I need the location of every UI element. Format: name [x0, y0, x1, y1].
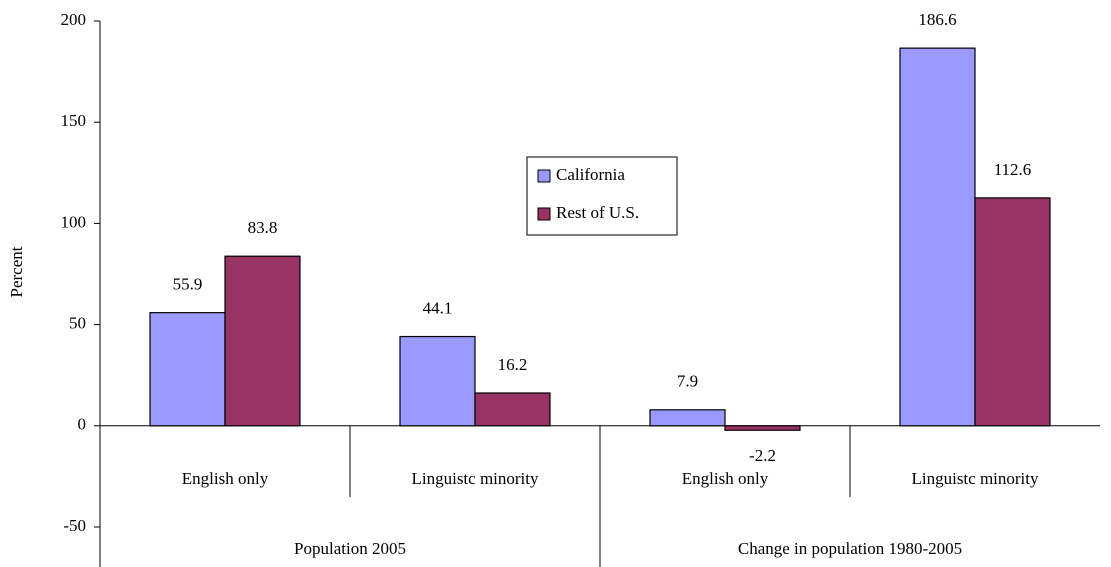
legend-label: California — [556, 165, 625, 184]
group-label: Change in population 1980-2005 — [738, 539, 962, 558]
bar — [899, 47, 976, 427]
value-label: 55.9 — [173, 275, 203, 294]
bar — [149, 312, 226, 427]
legend-label: Rest of U.S. — [556, 203, 639, 222]
bar — [224, 255, 301, 427]
y-axis-label: Percent — [7, 246, 26, 297]
bar — [399, 335, 476, 427]
value-label: 7.9 — [677, 372, 698, 391]
x-tick-label: Linguistc minority — [411, 469, 539, 488]
legend-swatch — [537, 207, 551, 221]
group-label: Population 2005 — [294, 539, 406, 558]
y-tick-label: -50 — [63, 516, 86, 535]
x-tick-label: English only — [682, 469, 769, 488]
y-tick-label: 100 — [61, 212, 87, 231]
y-tick-label: 0 — [78, 415, 87, 434]
value-label: 186.6 — [918, 10, 956, 29]
value-label: 112.6 — [994, 160, 1032, 179]
bar — [724, 425, 801, 431]
legend-swatch — [537, 169, 551, 183]
bar — [649, 409, 726, 427]
y-tick-label: 200 — [61, 10, 87, 29]
x-tick-label: Linguistc minority — [911, 469, 1039, 488]
value-label: 16.2 — [498, 355, 528, 374]
y-tick-label: 50 — [69, 314, 86, 333]
value-label: 44.1 — [423, 298, 453, 317]
bar — [474, 392, 551, 427]
legend-box — [526, 156, 678, 236]
value-label: -2.2 — [749, 446, 776, 465]
bar — [974, 197, 1051, 427]
x-tick-label: English only — [182, 469, 269, 488]
y-tick-label: 150 — [61, 111, 87, 130]
value-label: 83.8 — [248, 218, 278, 237]
